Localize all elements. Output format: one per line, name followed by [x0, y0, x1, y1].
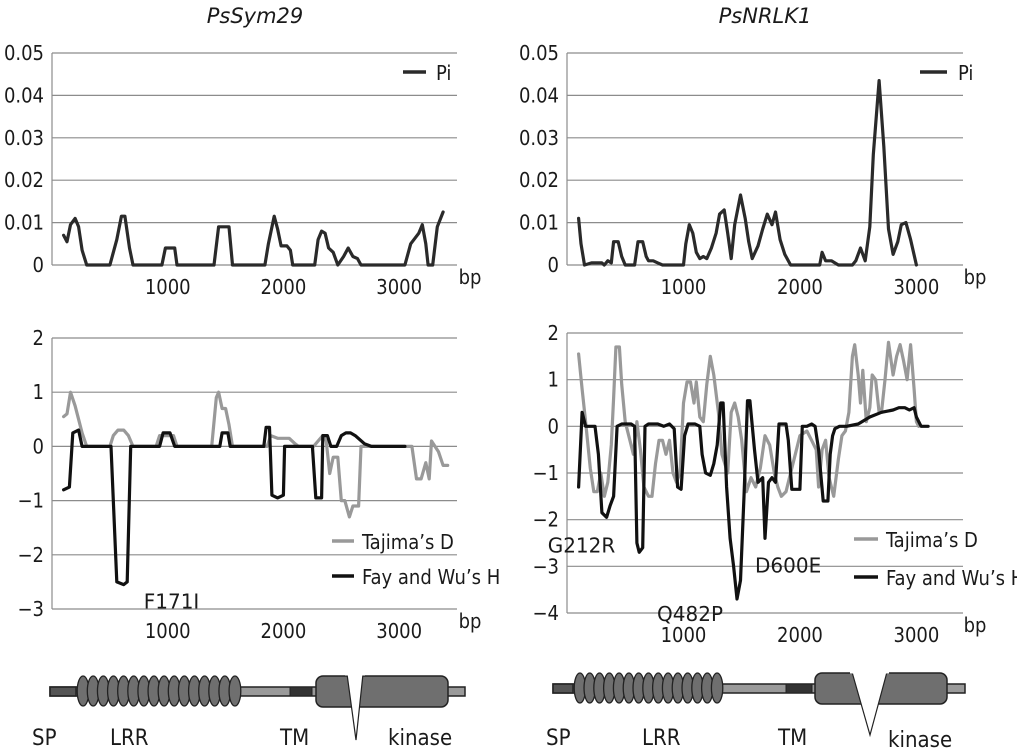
y-tick-label: −3	[532, 554, 559, 578]
x-tick-label: 3000	[376, 619, 422, 643]
title-psnrlk1: PsNRLK1	[719, 4, 812, 28]
x-unit-label: bp	[459, 265, 482, 289]
y-tick-label: −1	[532, 461, 559, 485]
y-tick-label: 0	[548, 414, 559, 438]
nrlk1-signal-peptide	[552, 683, 574, 694]
sym29-pi-chart: 0 0.01 0.02 0.03 0.04 0.05 1000 2000 3000 bp Pi	[4, 41, 481, 299]
y-tick-label: 0.02	[519, 168, 559, 192]
x-tick-label: 2000	[261, 275, 307, 299]
y-tick-label: 0.04	[4, 83, 44, 107]
series-line-pi	[62, 210, 445, 267]
x-tick-label: 1000	[145, 275, 191, 299]
mutation-annotation: Q482P	[657, 602, 723, 626]
y-tick-label: 2	[33, 326, 44, 350]
sym29-label-sp: SP	[32, 726, 57, 751]
nrlk1-label-sp: SP	[546, 726, 571, 751]
legend-label: Fay and Wu’s H	[362, 565, 500, 589]
y-tick-label: 1	[548, 368, 559, 392]
y-tick-label: −1	[17, 489, 44, 513]
sym29-lrr-repeats	[76, 675, 242, 707]
x-tick-label: 1000	[145, 619, 191, 643]
mutation-annotation: G212R	[548, 533, 616, 557]
sym29-label-tm: TM	[279, 726, 309, 751]
y-tick-label: 0.03	[519, 126, 559, 150]
y-tick-label: 0	[33, 253, 44, 277]
series-line-faywu	[577, 399, 930, 601]
mutation-annotation: F171I	[144, 590, 200, 614]
legend-label: Tajima’s D	[885, 528, 978, 552]
nrlk1-label-kinase: kinase	[888, 728, 952, 751]
nrlk1-neutrality-chart: −4 −3 −2 −1 0 1 2 1000 2000 3000 bp Tajima’s D Fay a…	[532, 321, 1017, 647]
series-line-tajima	[62, 390, 450, 519]
sym29-label-kinase: kinase	[388, 726, 452, 751]
x-tick-label: 2000	[261, 619, 307, 643]
x-unit-label: bp	[964, 265, 987, 289]
y-tick-label: −3	[17, 597, 44, 621]
nrlk1-label-tm: TM	[777, 726, 807, 751]
nrlk1-pi-chart: 0 0.01 0.02 0.03 0.04 0.05 1000 2000 3000 bp Pi	[519, 41, 986, 299]
x-tick-label: 2000	[777, 275, 823, 299]
x-tick-label: 3000	[894, 623, 940, 647]
lrr-repeat	[710, 672, 724, 704]
x-tick-label: 1000	[661, 623, 707, 647]
series-line-faywu	[62, 425, 407, 587]
x-tick-label: 3000	[894, 275, 940, 299]
sym29-domain-diagram: SP LRR TM kinase	[32, 672, 466, 751]
title-pssym29: PsSym29	[207, 4, 304, 28]
y-tick-label: 0.02	[4, 168, 44, 192]
y-tick-label: 0.01	[519, 211, 559, 235]
legend-label: Tajima’s D	[361, 530, 454, 554]
x-tick-label: 1000	[661, 275, 707, 299]
y-tick-label: 0.05	[519, 41, 559, 65]
y-tick-label: 0.04	[519, 83, 559, 107]
legend-label: Pi	[958, 61, 973, 85]
x-unit-label: bp	[964, 613, 987, 637]
y-tick-label: −2	[17, 543, 44, 567]
series-line-pi	[577, 79, 918, 267]
nrlk1-lrr-repeats	[573, 672, 724, 704]
y-tick-label: 0	[33, 434, 44, 458]
y-tick-label: −4	[532, 601, 559, 625]
x-unit-label: bp	[459, 609, 482, 633]
sym29-kinase-domain	[315, 675, 449, 708]
sym29-neutrality-chart: −3 −2 −1 0 1 2 1000 2000 3000 bp Tajima’s D Fay and…	[17, 326, 500, 643]
y-tick-label: 2	[548, 321, 559, 345]
nrlk1-domain-diagram: SP LRR TM kinase	[546, 670, 966, 751]
y-tick-label: 0	[548, 253, 559, 277]
sym29-label-lrr: LRR	[110, 726, 149, 751]
y-tick-label: −2	[532, 508, 559, 532]
y-tick-label: 0.03	[4, 126, 44, 150]
y-tick-label: 0.05	[4, 41, 44, 65]
nrlk1-label-lrr: LRR	[642, 726, 681, 751]
sym29-signal-peptide	[49, 686, 77, 697]
y-tick-label: 1	[33, 380, 44, 404]
x-tick-label: 3000	[376, 275, 422, 299]
x-tick-label: 2000	[777, 623, 823, 647]
y-tick-label: 0.01	[4, 211, 44, 235]
sym29-tm-segment	[289, 686, 313, 697]
legend-label: Pi	[436, 61, 451, 85]
mutation-annotation: D600E	[755, 553, 821, 577]
legend-label: Fay and Wu’s H	[886, 566, 1017, 590]
nrlk1-tm-segment	[785, 683, 813, 694]
lrr-repeat	[228, 675, 242, 707]
